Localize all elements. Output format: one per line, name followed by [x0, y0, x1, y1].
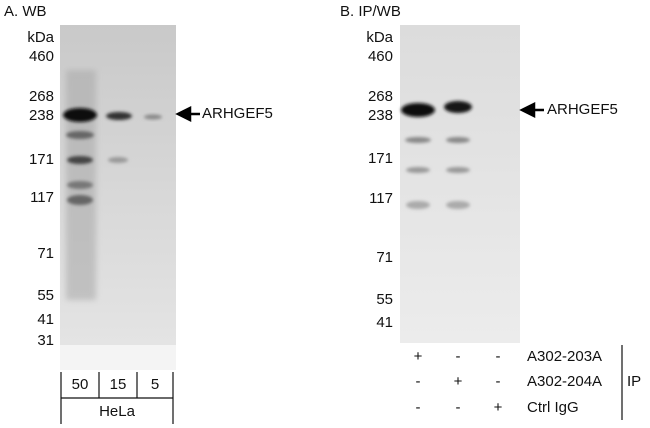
- marker-label: 71: [376, 249, 393, 266]
- marker-label: 268: [29, 88, 54, 105]
- target-label: ARHGEF5: [202, 105, 273, 122]
- marker-label: 238: [29, 107, 54, 124]
- marker-label: 460: [29, 48, 54, 65]
- marker-label: 460: [368, 48, 393, 65]
- sign: +: [454, 373, 463, 390]
- unit-label: kDa: [27, 29, 54, 46]
- marker-label: 171: [368, 150, 393, 167]
- panel-title: B. IP/WB: [340, 3, 401, 20]
- sample-label: HeLa: [99, 403, 136, 420]
- condition-label: Ctrl IgG: [527, 399, 579, 416]
- marker-label: 238: [368, 107, 393, 124]
- sign: -: [416, 373, 421, 390]
- target-label: ARHGEF5: [547, 101, 618, 118]
- arrow: [175, 105, 200, 123]
- lane-label: 15: [110, 376, 127, 393]
- sign: -: [416, 399, 421, 416]
- marker-label: 55: [376, 291, 393, 308]
- group-label: IP: [627, 373, 641, 390]
- blot-a: [60, 25, 176, 370]
- marker-label: 117: [30, 189, 54, 206]
- marker-label: 71: [37, 245, 54, 262]
- marker-label: 117: [369, 190, 393, 207]
- marker-label: 41: [37, 311, 54, 328]
- marker-label: 55: [37, 287, 54, 304]
- marker-label: 171: [29, 151, 54, 168]
- sign: +: [494, 399, 503, 416]
- sign: -: [496, 373, 501, 390]
- condition-label: A302-204A: [527, 373, 602, 390]
- arrow: [519, 101, 544, 119]
- unit-label: kDa: [366, 29, 393, 46]
- sign: -: [496, 348, 501, 365]
- marker-label: 31: [37, 332, 54, 349]
- lane-label: 5: [151, 376, 159, 393]
- sign: +: [414, 348, 423, 365]
- panel-title: A. WB: [4, 3, 47, 20]
- marker-label: 268: [368, 88, 393, 105]
- blot-b: [400, 25, 520, 343]
- sign: -: [456, 348, 461, 365]
- lane-table: [60, 345, 623, 424]
- marker-label: 41: [376, 314, 393, 331]
- condition-label: A302-203A: [527, 348, 602, 365]
- sign: -: [456, 399, 461, 416]
- lane-label: 50: [72, 376, 89, 393]
